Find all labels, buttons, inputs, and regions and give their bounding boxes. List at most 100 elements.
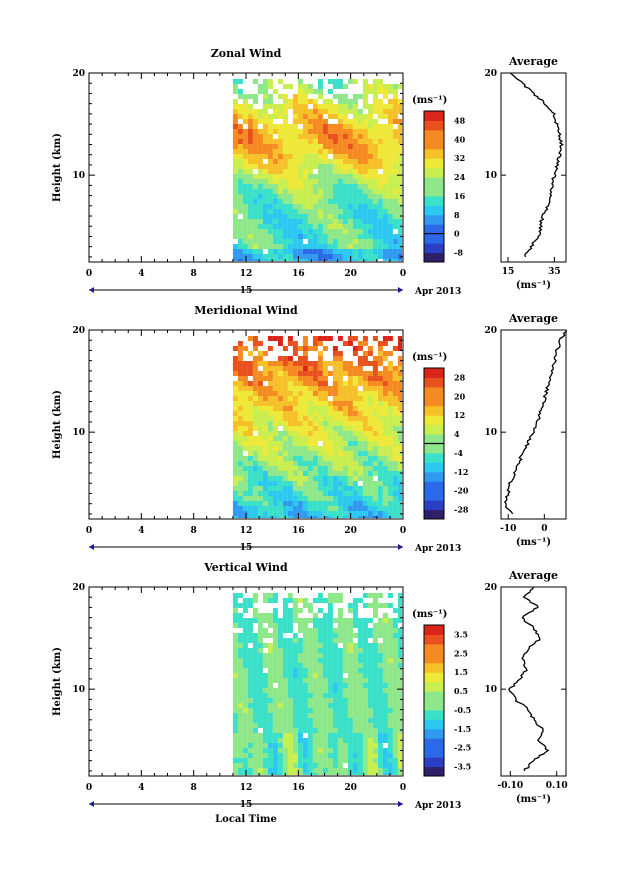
heatmap-cell <box>302 254 308 259</box>
heatmap-cell <box>357 516 363 518</box>
colorbar-tick-label: 12 <box>454 410 465 420</box>
heatmap-cell <box>367 109 373 114</box>
heatmap-cell <box>242 376 248 381</box>
heatmap-cell <box>262 144 268 149</box>
heatmap-cell <box>272 164 278 169</box>
heatmap-cell <box>317 109 323 114</box>
heatmap-cell <box>252 496 258 501</box>
heatmap-cell <box>232 179 238 184</box>
heatmap-cell <box>262 129 268 134</box>
heatmap-cell <box>297 431 303 436</box>
heatmap-cell <box>252 506 258 511</box>
heatmap-cell <box>307 224 313 229</box>
heatmap-cell <box>312 476 318 481</box>
heatmap-cell <box>382 396 388 401</box>
colorbar-segment <box>424 243 444 254</box>
heatmap-cell <box>297 718 303 723</box>
heatmap-cell <box>317 224 323 229</box>
heatmap-cell <box>237 643 243 648</box>
heatmap-cell <box>372 456 378 461</box>
heatmap-cell <box>257 431 263 436</box>
heatmap-cell <box>242 511 248 516</box>
heatmap-cell <box>392 476 398 481</box>
heatmap-cell <box>392 441 398 446</box>
heatmap-cell <box>262 688 268 693</box>
heatmap-cell <box>312 421 318 426</box>
heatmap-cell <box>297 94 303 99</box>
heatmap-cell <box>252 633 258 638</box>
heatmap-cell <box>237 496 243 501</box>
heatmap-cell <box>272 593 278 598</box>
heatmap-cell <box>347 381 353 386</box>
heatmap-cell <box>252 336 258 341</box>
heatmap-cell <box>382 244 388 249</box>
heatmap-cell <box>342 496 348 501</box>
heatmap-cell <box>387 376 393 381</box>
heatmap-cell <box>312 633 318 638</box>
heatmap-cell <box>342 748 348 753</box>
heatmap-cell <box>247 733 253 738</box>
heatmap-cell <box>262 441 268 446</box>
heatmap-cell <box>342 628 348 633</box>
heatmap-cell <box>257 371 263 376</box>
heatmap-cell <box>337 159 343 164</box>
heatmap-cell <box>357 618 363 623</box>
heatmap-cell <box>282 481 288 486</box>
heatmap-cell <box>327 371 333 376</box>
heatmap-cell <box>377 693 383 698</box>
heatmap-cell <box>397 416 402 421</box>
heatmap-cell <box>302 663 308 668</box>
heatmap-cell <box>322 516 328 518</box>
heatmap-cell <box>317 446 323 451</box>
heatmap-cell <box>307 763 313 768</box>
heatmap-cell <box>262 149 268 154</box>
heatmap-cell <box>387 109 393 114</box>
heatmap-cell <box>252 254 258 259</box>
heatmap-cell <box>367 84 373 89</box>
heatmap-cell <box>397 683 402 688</box>
heatmap-cell <box>332 346 338 351</box>
heatmap-cell <box>232 134 238 139</box>
heatmap-cell <box>312 481 318 486</box>
heatmap-cell <box>242 456 248 461</box>
heatmap-cell <box>327 723 333 728</box>
colorbar-segment <box>424 252 444 263</box>
heatmap-cell <box>262 124 268 129</box>
heatmap-cell <box>302 104 308 109</box>
heatmap-cell <box>307 673 313 678</box>
heatmap-cell <box>242 224 248 229</box>
heatmap-cell <box>397 169 402 174</box>
heatmap-cell <box>287 456 293 461</box>
heatmap-cell <box>282 254 288 259</box>
heatmap-cell <box>377 104 383 109</box>
heatmap-cell <box>272 441 278 446</box>
heatmap-cell <box>302 371 308 376</box>
heatmap-cell <box>352 683 358 688</box>
heatmap-cell <box>292 169 298 174</box>
heatmap-cell <box>357 361 363 366</box>
heatmap-cell <box>382 501 388 506</box>
heatmap-cell <box>357 511 363 516</box>
heatmap-cell <box>292 431 298 436</box>
heatmap-cell <box>312 381 318 386</box>
heatmap-cell <box>242 703 248 708</box>
heatmap-cell <box>277 451 283 456</box>
heatmap-cell <box>232 743 238 748</box>
heatmap-cell <box>232 99 238 104</box>
heatmap-cell <box>292 154 298 159</box>
heatmap-cell <box>267 501 273 506</box>
heatmap-cell <box>282 129 288 134</box>
heatmap-cell <box>237 446 243 451</box>
heatmap-cell <box>267 481 273 486</box>
colorbar-tick-label: -12 <box>454 467 468 477</box>
heatmap-cell <box>392 184 398 189</box>
heatmap-cell <box>357 209 363 214</box>
heatmap-cell <box>292 708 298 713</box>
heatmap-cell <box>312 189 318 194</box>
heatmap-cell <box>267 396 273 401</box>
heatmap-cell <box>357 663 363 668</box>
heatmap-cell <box>382 386 388 391</box>
heatmap-cell <box>242 179 248 184</box>
heatmap-cell <box>347 608 353 613</box>
heatmap-cell <box>382 688 388 693</box>
